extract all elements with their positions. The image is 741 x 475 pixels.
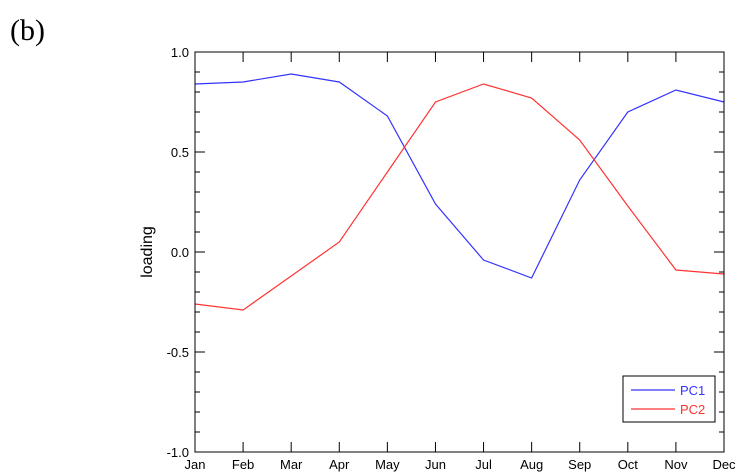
y-tick-label: 0.5 <box>171 145 189 160</box>
panel-label: (b) <box>10 14 45 47</box>
y-axis-label: loading <box>139 226 156 278</box>
series-layer <box>194 73 725 311</box>
y-tick-label: -0.5 <box>167 345 189 360</box>
x-tick-label: Oct <box>618 457 639 472</box>
legend-label-pc1: PC1 <box>680 383 705 398</box>
y-tick-label: 1.0 <box>171 45 189 60</box>
y-tick-label: 0.0 <box>171 245 189 260</box>
x-tick-label: Nov <box>664 457 688 472</box>
legend-label-pc2: PC2 <box>680 402 705 417</box>
y-tick-label: -1.0 <box>167 445 189 460</box>
y-axis-label-group: loading <box>139 226 156 278</box>
series-line-pc2 <box>194 83 725 311</box>
x-tick-label: Jul <box>475 457 492 472</box>
x-tick-label: Dec <box>712 457 736 472</box>
x-tick-label: Jun <box>425 457 446 472</box>
x-tick-label: Aug <box>520 457 543 472</box>
series-line-pc1 <box>194 73 725 279</box>
x-tick-label: Sep <box>568 457 591 472</box>
x-tick-label: Jan <box>185 457 206 472</box>
x-tick-label: Mar <box>280 457 303 472</box>
x-tick-label: Feb <box>232 457 254 472</box>
x-tick-label: Apr <box>329 457 350 472</box>
ticks-layer: -1.0 -0.5 0.0 0.5 1.0 Jan Feb Mar Apr May Jun Jul Au… <box>167 45 736 472</box>
x-tick-label: May <box>375 457 400 472</box>
legend-box <box>622 375 716 423</box>
